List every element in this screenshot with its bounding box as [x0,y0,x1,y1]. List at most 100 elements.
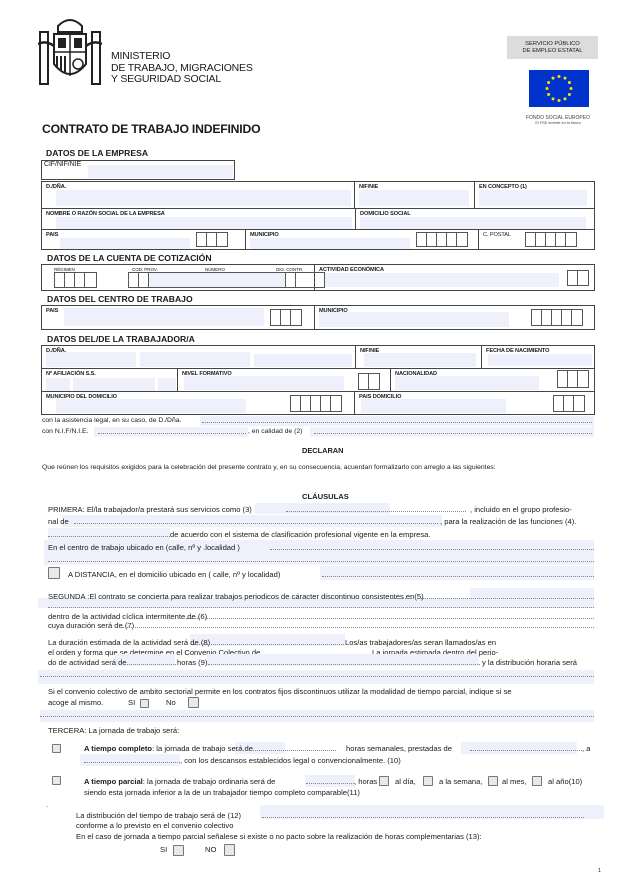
que-reunen-text: Que reúnen los requisitos exigidos para … [42,464,496,471]
section-heading-cotizacion: DATOS DE LA CUENTA DE COTIZACIÓN [47,253,212,263]
semana-label: a la semana, [439,777,483,786]
regimen-cells[interactable] [54,272,97,288]
cif-field[interactable]: CIF/NIF/NIE [41,160,235,180]
dotted-line [470,750,582,751]
funciones-input[interactable] [48,528,170,540]
centro-municipio-cells[interactable] [531,309,583,326]
concepto-input[interactable] [479,190,587,206]
complementarias-no-checkbox[interactable] [224,844,235,856]
centro-pais-cells[interactable] [270,309,302,326]
acoge-no-checkbox[interactable] [188,697,199,708]
dotted-line [270,549,594,550]
horas-parcial-input[interactable] [305,775,355,787]
clausulas-heading: CLÁUSULAS [302,492,349,501]
duracion-input[interactable] [190,634,345,646]
centro-direccion-input[interactable] [44,540,594,565]
primera-text: , para la realización de las funciones (… [440,517,577,526]
empresa-dna-input[interactable] [56,190,351,206]
nacionalidad-input[interactable] [395,376,539,390]
mes-label: al mes, [502,777,527,786]
centro-municipio-input[interactable] [319,312,509,327]
prestadas-de-input[interactable] [461,742,577,754]
pais-input[interactable] [60,238,190,249]
distribucion-horaria-input[interactable] [38,670,594,684]
municipio-label: MUNICIPIO [250,232,279,238]
nacionalidad-cells[interactable] [557,370,589,388]
tercera-heading: TERCERA: La jornada de trabajo será: [48,726,180,735]
nombre-input[interactable] [56,217,352,229]
pais-code-cells[interactable] [196,232,228,247]
hasta-input[interactable] [80,754,180,766]
numero-label: NÚMERO [205,267,225,272]
complementarias-si-checkbox[interactable] [173,845,184,856]
distancia-input[interactable] [320,566,594,580]
primera-text: nal de [48,517,69,526]
trabajador-nif-input[interactable] [364,353,476,367]
dotted-line [306,783,354,784]
tiempo-completo-label: A tiempo completo [84,744,153,753]
afiliacion-prov-input[interactable] [46,378,70,391]
eu-star-icon [557,75,561,78]
centro-pais-input[interactable] [64,308,264,326]
trabajador-table: D./DÑA. NIF/NIE FECHA DE NACIMIENTO Nº A… [41,345,595,415]
segunda-text: el orden y forma que se determine en el … [48,648,261,657]
calidad-input[interactable] [310,427,594,437]
ccc-cells[interactable] [128,272,325,288]
cif-input[interactable] [88,165,233,178]
al-dia-checkbox[interactable] [379,776,389,786]
acoge-si-checkbox[interactable] [140,699,149,708]
coat-of-arms-logo [38,19,102,85]
distribucion-input[interactable] [260,805,604,819]
distancia-checkbox[interactable] [48,567,60,579]
ministry-line: DE TRABAJO, MIGRACIONES [111,61,253,74]
cp-cells[interactable] [525,232,577,247]
dotted-line [286,511,466,512]
ministry-line: Y SEGURIDAD SOCIAL [111,73,221,85]
primera-text: , incluido en el grupo profesio- [470,505,572,514]
domicilio-input[interactable] [360,217,586,229]
apellido2-input[interactable] [254,354,352,367]
actividad-cells[interactable] [567,270,589,286]
segunda-text: do de actividad será de [48,658,127,667]
pais-domicilio-input[interactable] [361,399,506,413]
horas-input[interactable] [115,654,175,666]
municipio-input[interactable] [250,238,410,249]
si-label: SI [128,698,136,707]
dotted-line [40,676,594,677]
puesto-input[interactable] [255,503,390,514]
ministry-line: MINISTERIO [111,50,171,62]
segunda-input-2[interactable] [38,598,594,608]
fecha-label: FECHA DE NACIMIENTO [486,348,550,354]
nombre-input[interactable] [46,352,136,367]
fse-motto: El FSE invierte en tu futuro [535,121,581,125]
semana-checkbox[interactable] [423,776,433,786]
horas-desc-input[interactable] [207,654,479,666]
grupo-input[interactable] [62,515,442,527]
asistencia-input[interactable] [200,416,594,426]
tiempo-completo-checkbox[interactable] [52,744,61,753]
afiliacion-dig-input[interactable] [158,378,176,391]
dot-mark: . [46,800,49,809]
nivel-cells[interactable] [358,373,380,390]
horas-semanales-input[interactable] [235,742,285,754]
empresa-nif-input[interactable] [359,190,469,206]
segunda-input[interactable] [470,588,594,598]
municipio-domicilio-input[interactable] [56,399,246,413]
nif-asistente-input[interactable] [94,427,248,437]
nivel-input[interactable] [184,376,344,390]
empresa-table: D./DÑA. NIF/NIE EN CONCEPTO (1) NOMBRE O… [41,181,595,250]
anio-checkbox[interactable] [532,776,542,786]
apellido1-input[interactable] [140,352,250,367]
tiempo-parcial-checkbox[interactable] [52,776,61,785]
section-heading-centro: DATOS DEL CENTRO DE TRABAJO [47,294,193,304]
municipio-domicilio-cells[interactable] [290,395,342,412]
actividad-input[interactable] [325,273,559,287]
actividad-label: ACTIVIDAD ECONÓMICA [319,267,384,273]
mes-checkbox[interactable] [488,776,498,786]
dotted-line [120,664,176,665]
municipio-code-cells[interactable] [416,232,468,247]
pais-domicilio-cells[interactable] [553,395,585,412]
afiliacion-num-input[interactable] [73,378,155,391]
fecha-input[interactable] [488,354,592,366]
acoge-text: acoge al mismo. [48,698,104,707]
